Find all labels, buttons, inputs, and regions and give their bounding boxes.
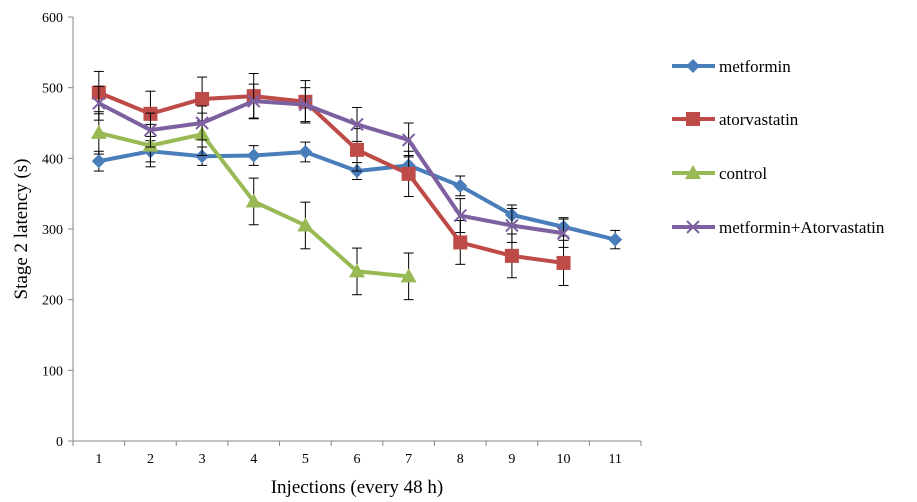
x-tick-label: 10: [557, 452, 571, 467]
legend-swatch-marker: [686, 59, 700, 73]
y-tick-label: 500: [42, 82, 63, 97]
series-2: [90, 111, 417, 301]
x-tick-label: 6: [354, 452, 361, 467]
data-point: [608, 232, 623, 247]
y-axis-ticks: 0 100 200 300 400 500 600: [42, 11, 73, 450]
legend-label: metformin+Atorvastatin: [719, 218, 885, 237]
y-axis-label: Stage 2 latency (s): [11, 159, 32, 300]
chart-series: [90, 70, 623, 301]
x-axis-ticks: 1 2 3 4 5 6 7 8 9 10 11: [72, 441, 642, 467]
series-3: [92, 83, 571, 248]
data-point: [298, 144, 313, 159]
data-point: [247, 94, 261, 108]
data-point: [143, 123, 158, 137]
x-tick-label: 1: [95, 452, 102, 467]
y-tick-label: 400: [42, 152, 63, 167]
series-line: [98, 90, 564, 265]
y-tick-label: 200: [42, 294, 63, 309]
x-tick-label: 7: [405, 452, 412, 467]
data-point: [401, 133, 416, 147]
data-point: [91, 154, 106, 169]
data-point: [92, 96, 106, 110]
legend-label: atorvastatin: [719, 110, 799, 129]
data-point: [298, 97, 313, 112]
y-tick-label: 0: [56, 435, 63, 450]
x-tick-label: 11: [608, 452, 621, 467]
x-axis-label: Injections (every 48 h): [271, 477, 444, 498]
series-1: [91, 70, 571, 287]
series-line: [97, 99, 564, 236]
data-point: [453, 208, 467, 223]
data-point: [504, 248, 519, 263]
data-point: [245, 193, 262, 208]
x-tick-label: 3: [199, 452, 206, 467]
y-tick-label: 300: [42, 223, 63, 238]
x-tick-label: 4: [250, 452, 257, 467]
data-point: [195, 91, 210, 106]
legend-swatch-marker: [685, 165, 701, 179]
x-tick-label: 8: [457, 452, 464, 467]
data-point: [401, 166, 416, 181]
data-point: [246, 148, 261, 163]
x-tick-label: 5: [302, 452, 309, 467]
data-point: [556, 255, 571, 270]
data-point: [400, 268, 417, 283]
legend-item-1: atorvastatin: [672, 110, 799, 129]
data-point: [297, 217, 314, 232]
data-point: [453, 178, 468, 193]
legend-label: metformin: [719, 57, 791, 76]
data-point: [90, 124, 107, 139]
legend-swatch-marker: [686, 112, 700, 126]
legend-item-0: metformin: [672, 57, 791, 76]
legend-item-3: metformin+Atorvastatin: [672, 218, 885, 237]
data-point: [350, 117, 364, 132]
x-tick-label: 9: [508, 452, 515, 467]
legend-swatch-marker: [686, 220, 700, 234]
data-point: [505, 218, 519, 233]
legend-label: control: [719, 164, 767, 183]
data-point: [556, 226, 571, 240]
data-point: [195, 116, 209, 130]
data-point: [350, 142, 364, 157]
legend-item-2: control: [672, 164, 767, 183]
y-tick-label: 100: [42, 364, 63, 379]
y-tick-label: 600: [42, 11, 63, 26]
x-tick-label: 2: [147, 452, 154, 467]
data-point: [195, 149, 210, 164]
data-point: [349, 263, 365, 278]
chart-axes: [72, 17, 641, 442]
data-point: [453, 235, 468, 250]
chart-legend: metformin atorvastatin control metformin+At…: [672, 57, 885, 237]
